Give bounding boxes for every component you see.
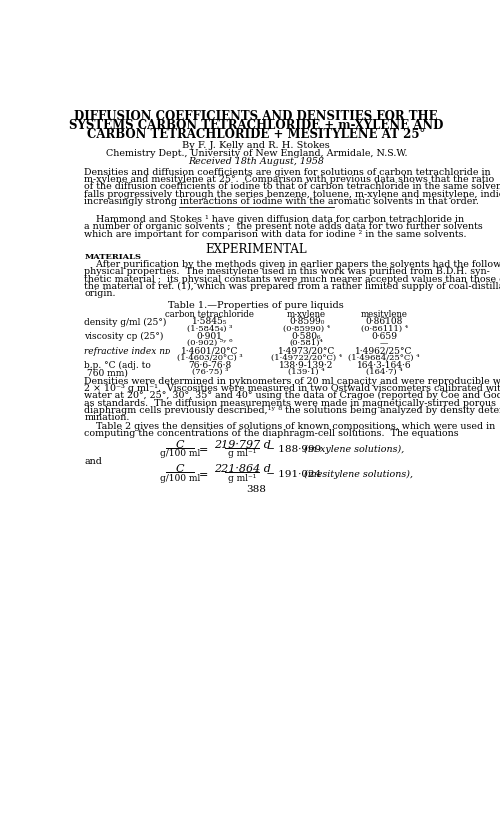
Text: Received 18th August, 1958: Received 18th August, 1958 bbox=[188, 157, 324, 166]
Text: physical properties.  The mesitylene used in this work was purified from B.D.H. : physical properties. The mesitylene used… bbox=[84, 268, 490, 277]
Text: b.p. °C (adj. to: b.p. °C (adj. to bbox=[84, 361, 151, 370]
Text: =: = bbox=[199, 470, 208, 480]
Text: m-xylene and mesitylene at 25°.  Comparison with previous data shows that the ra: m-xylene and mesitylene at 25°. Comparis… bbox=[84, 175, 494, 184]
Text: (0·86111) ⁴: (0·86111) ⁴ bbox=[360, 325, 408, 332]
Text: (0·902) ⁵ʸ ⁶: (0·902) ⁵ʸ ⁶ bbox=[187, 339, 232, 347]
Text: 219·797 d: 219·797 d bbox=[214, 439, 270, 450]
Text: viscosity cp (25°): viscosity cp (25°) bbox=[84, 332, 164, 341]
Text: =: = bbox=[199, 445, 208, 455]
Text: (76·75) ³: (76·75) ³ bbox=[192, 368, 228, 376]
Text: (164·7) ⁴: (164·7) ⁴ bbox=[366, 368, 403, 376]
Text: origin.: origin. bbox=[84, 289, 116, 298]
Text: g ml⁻¹: g ml⁻¹ bbox=[228, 474, 256, 482]
Text: 0·580₆: 0·580₆ bbox=[292, 332, 322, 341]
Text: SYSTEMS CARBON TETRACHLORIDE + m-XYLENE AND: SYSTEMS CARBON TETRACHLORIDE + m-XYLENE … bbox=[69, 119, 444, 132]
Text: (1·49684/25°C) ⁴: (1·49684/25°C) ⁴ bbox=[348, 354, 420, 362]
Text: 0·8599₀: 0·8599₀ bbox=[289, 317, 324, 326]
Text: (0·85990) ⁴: (0·85990) ⁴ bbox=[283, 325, 330, 332]
Text: − 188·999: − 188·999 bbox=[263, 445, 322, 454]
Text: and: and bbox=[84, 457, 102, 466]
Text: 2 × 10⁻³ g ml⁻¹.  Viscosities were measured in two Ostwald viscometers calibrate: 2 × 10⁻³ g ml⁻¹. Viscosities were measur… bbox=[84, 384, 500, 393]
Text: increasingly strong interactions of iodine with the aromatic solvents in that or: increasingly strong interactions of iodi… bbox=[84, 197, 479, 206]
Text: 760 mm): 760 mm) bbox=[88, 368, 128, 377]
Text: By F. J. Kelly and R. H. Stokes: By F. J. Kelly and R. H. Stokes bbox=[182, 140, 330, 150]
Text: of the diffusion coefficients of iodine to that of carbon tetrachloride in the s: of the diffusion coefficients of iodine … bbox=[84, 183, 500, 192]
Text: Table 1.—Properties of pure liquids: Table 1.—Properties of pure liquids bbox=[168, 301, 344, 311]
Text: g/100 ml: g/100 ml bbox=[160, 474, 200, 482]
Text: (1·49722/20°C) ⁴: (1·49722/20°C) ⁴ bbox=[271, 354, 342, 362]
Text: CARBON TETRACHLORIDE + MESITYLENE AT 25°: CARBON TETRACHLORIDE + MESITYLENE AT 25° bbox=[87, 128, 426, 141]
Text: Hammond and Stokes ¹ have given diffusion data for carbon tetrachloride in: Hammond and Stokes ¹ have given diffusio… bbox=[84, 215, 464, 224]
Text: density g/ml (25°): density g/ml (25°) bbox=[84, 317, 166, 326]
Text: (mesitylene solutions),: (mesitylene solutions), bbox=[304, 470, 414, 479]
Text: 1·4962/25°C: 1·4962/25°C bbox=[356, 347, 413, 356]
Text: falls progressively through the series benzene, toluene, m-xylene and mesitylene: falls progressively through the series b… bbox=[84, 190, 500, 198]
Text: (0·581)⁴: (0·581)⁴ bbox=[290, 339, 324, 347]
Text: water at 20°, 25°, 30°, 35° and 40° using the data of Cragoe (reported by Coe an: water at 20°, 25°, 30°, 35° and 40° usin… bbox=[84, 392, 500, 401]
Text: the material of ref. (1), which was prepared from a rather limited supply of coa: the material of ref. (1), which was prep… bbox=[84, 282, 500, 291]
Text: (139·1) ⁴: (139·1) ⁴ bbox=[288, 368, 325, 376]
Text: 138·9-139·2: 138·9-139·2 bbox=[280, 361, 334, 370]
Text: —: — bbox=[380, 339, 388, 347]
Text: (1·5845₄) ³: (1·5845₄) ³ bbox=[187, 325, 232, 332]
Text: 221·864 d: 221·864 d bbox=[214, 464, 270, 474]
Text: 76·6-76·8: 76·6-76·8 bbox=[188, 361, 232, 370]
Text: After purification by the methods given in earlier papers the solvents had the f: After purification by the methods given … bbox=[84, 260, 500, 269]
Text: 388: 388 bbox=[246, 485, 266, 493]
Text: mination.: mination. bbox=[84, 413, 130, 422]
Text: DIFFUSION COEFFICIENTS AND DENSITIES FOR THE: DIFFUSION COEFFICIENTS AND DENSITIES FOR… bbox=[74, 110, 438, 123]
Text: 0·901: 0·901 bbox=[197, 332, 222, 341]
Text: a number of organic solvents ;  the present note adds data for two further solve: a number of organic solvents ; the prese… bbox=[84, 222, 483, 231]
Text: 0·86108: 0·86108 bbox=[366, 317, 403, 326]
Text: g ml⁻¹: g ml⁻¹ bbox=[228, 449, 256, 458]
Text: 1·4601/20°C: 1·4601/20°C bbox=[181, 347, 238, 356]
Text: 0·659: 0·659 bbox=[371, 332, 397, 341]
Text: Table 2 gives the densities of solutions of known compositions, which were used : Table 2 gives the densities of solutions… bbox=[84, 422, 496, 431]
Text: carbon tetrachloride: carbon tetrachloride bbox=[165, 310, 254, 319]
Text: as standards.  The diffusion measurements were made in magnetically-stirred poro: as standards. The diffusion measurements… bbox=[84, 399, 496, 408]
Text: 1·5845₅: 1·5845₅ bbox=[192, 317, 228, 326]
Text: Chemistry Dept., University of New England, Armidale, N.S.W.: Chemistry Dept., University of New Engla… bbox=[106, 150, 407, 158]
Text: (1·4603/20°C) ³: (1·4603/20°C) ³ bbox=[177, 354, 242, 362]
Text: diaphragm cells previously described,¹ʸ ⁸ the solutions being analyzed by densit: diaphragm cells previously described,¹ʸ … bbox=[84, 406, 500, 415]
Text: computing the concentrations of the diaphragm-cell solutions.  The equations: computing the concentrations of the diap… bbox=[84, 430, 459, 439]
Text: mesitylene: mesitylene bbox=[360, 310, 408, 319]
Text: m-xylene: m-xylene bbox=[287, 310, 326, 319]
Text: MATERIALS: MATERIALS bbox=[84, 253, 141, 261]
Text: which are important for comparison with data for iodine ² in the same solvents.: which are important for comparison with … bbox=[84, 230, 466, 239]
Text: (m-xylene solutions),: (m-xylene solutions), bbox=[304, 445, 404, 454]
Text: 1·4973/20°C: 1·4973/20°C bbox=[278, 347, 335, 356]
Text: EXPERIMENTAL: EXPERIMENTAL bbox=[206, 243, 307, 256]
Text: Densities were determined in pyknometers of 20 ml capacity and were reproducible: Densities were determined in pyknometers… bbox=[84, 377, 500, 386]
Text: C: C bbox=[176, 439, 184, 450]
Text: − 191·024: − 191·024 bbox=[263, 470, 322, 479]
Text: C: C bbox=[176, 464, 184, 474]
Text: 164·3-164·6: 164·3-164·6 bbox=[357, 361, 412, 370]
Text: refractive index nᴅ: refractive index nᴅ bbox=[84, 347, 170, 356]
Text: Densities and diffusion coefficients are given for solutions of carbon tetrachlo: Densities and diffusion coefficients are… bbox=[84, 168, 491, 177]
Text: thetic material ;  its physical constants were much nearer accepted values than : thetic material ; its physical constants… bbox=[84, 275, 500, 283]
Text: g/100 ml: g/100 ml bbox=[160, 449, 200, 458]
